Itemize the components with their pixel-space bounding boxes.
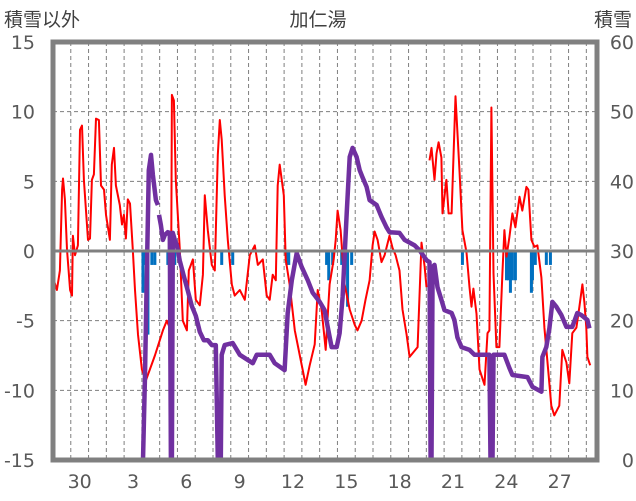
x-tick-label: 30 — [68, 471, 92, 493]
chart-title: 加仁湯 — [289, 9, 346, 31]
precipitation-bar — [506, 251, 510, 281]
precipitation-bar — [231, 251, 235, 265]
temperature-line — [428, 95, 592, 417]
x-tick-label: 24 — [494, 471, 518, 493]
precipitation-bar — [141, 251, 145, 293]
right-tick-label: 10 — [610, 380, 634, 402]
temperature-line — [52, 93, 428, 386]
precipitation-bar — [153, 251, 157, 265]
precipitation-bar — [513, 251, 517, 281]
x-tick-label: 21 — [441, 471, 465, 493]
right-tick-label: 60 — [610, 32, 634, 54]
precipitation-bar — [327, 251, 331, 281]
left-tick-label: -10 — [4, 380, 35, 402]
x-tick-label: 18 — [388, 471, 412, 493]
x-axis-ticks: 30 3 6 9 12 15 18 21 24 27 — [68, 471, 572, 493]
precipitation-bar — [325, 251, 329, 265]
right-tick-label: 0 — [622, 450, 634, 472]
left-tick-label: -15 — [4, 450, 35, 472]
left-tick-label: -5 — [16, 311, 35, 333]
left-tick-label: 15 — [11, 32, 35, 54]
precipitation-bar — [285, 251, 289, 265]
plot-frame — [50, 39, 600, 463]
x-tick-label: 3 — [127, 471, 139, 493]
series-lines — [52, 93, 592, 463]
right-tick-label: 40 — [610, 171, 634, 193]
precipitation-bar — [346, 251, 350, 307]
right-axis-title: 積雪 — [594, 9, 632, 31]
left-tick-label: 10 — [11, 102, 35, 124]
x-tick-label: 15 — [334, 471, 358, 493]
left-tick-label: 0 — [23, 241, 35, 263]
right-axis-ticks: 60 50 40 30 20 10 0 — [610, 32, 634, 472]
precipitation-bar — [510, 251, 514, 281]
precipitation-bar — [287, 251, 291, 265]
precipitation-bar — [220, 251, 224, 265]
precipitation-bar — [544, 251, 548, 265]
snow-depth-line — [53, 152, 160, 463]
x-tick-label: 6 — [180, 471, 192, 493]
precipitation-bar — [460, 251, 464, 265]
right-tick-label: 50 — [610, 102, 634, 124]
precipitation-bar — [331, 251, 335, 265]
x-tick-label: 12 — [281, 471, 305, 493]
precipitation-bar — [533, 251, 537, 265]
x-tick-label: 9 — [234, 471, 246, 493]
right-tick-label: 30 — [610, 241, 634, 263]
right-tick-label: 20 — [610, 311, 634, 333]
left-tick-label: 5 — [23, 171, 35, 193]
left-axis-title: 積雪以外 — [4, 9, 80, 31]
precipitation-bar — [508, 251, 512, 293]
precipitation-bar — [530, 251, 534, 281]
precipitation-bar — [350, 251, 354, 265]
precipitation-bar — [505, 251, 509, 281]
left-axis-ticks: 15 10 5 0 -5 -10 -15 — [4, 32, 35, 472]
precipitation-bar — [150, 251, 154, 265]
snow-depth-line — [156, 145, 592, 463]
x-tick-label: 27 — [548, 471, 572, 493]
precipitation-bar — [548, 251, 552, 265]
